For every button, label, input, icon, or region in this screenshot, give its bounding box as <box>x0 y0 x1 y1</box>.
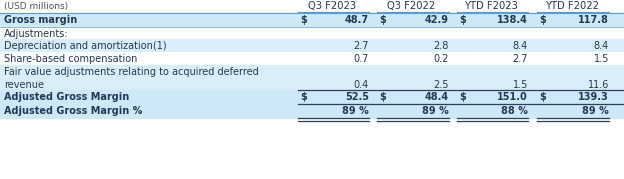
Text: 89 %: 89 % <box>342 106 369 116</box>
Bar <box>0 13 624 27</box>
Text: Gross margin: Gross margin <box>4 15 77 25</box>
Bar <box>0 52 624 65</box>
Bar <box>0 0 624 13</box>
Text: 2.5: 2.5 <box>434 79 449 90</box>
Text: $: $ <box>539 15 546 25</box>
Bar <box>0 65 624 90</box>
Text: Share-based compensation: Share-based compensation <box>4 54 137 64</box>
Text: 0.2: 0.2 <box>434 54 449 64</box>
Text: 8.4: 8.4 <box>594 41 609 51</box>
Text: 2.7: 2.7 <box>354 41 369 51</box>
Text: Q3 F2022: Q3 F2022 <box>387 1 435 11</box>
Text: 89 %: 89 % <box>422 106 449 116</box>
Bar <box>0 104 624 118</box>
Text: 88 %: 88 % <box>501 106 528 116</box>
Text: $: $ <box>459 92 466 102</box>
Text: 117.8: 117.8 <box>578 15 609 25</box>
Bar <box>0 27 624 39</box>
Text: $: $ <box>539 92 546 102</box>
Text: $: $ <box>300 15 307 25</box>
Text: 42.9: 42.9 <box>425 15 449 25</box>
Text: 48.4: 48.4 <box>425 92 449 102</box>
Text: 52.5: 52.5 <box>345 92 369 102</box>
Text: 0.4: 0.4 <box>354 79 369 90</box>
Text: 89 %: 89 % <box>582 106 609 116</box>
Text: revenue: revenue <box>4 79 44 90</box>
Text: 48.7: 48.7 <box>345 15 369 25</box>
Text: 8.4: 8.4 <box>513 41 528 51</box>
Text: Adjusted Gross Margin %: Adjusted Gross Margin % <box>4 106 142 116</box>
Bar <box>0 39 624 52</box>
Text: 138.4: 138.4 <box>497 15 528 25</box>
Text: 11.6: 11.6 <box>588 79 609 90</box>
Text: $: $ <box>300 92 307 102</box>
Text: $: $ <box>459 15 466 25</box>
Text: YTD F2022: YTD F2022 <box>545 1 599 11</box>
Text: 151.0: 151.0 <box>497 92 528 102</box>
Text: Adjustments:: Adjustments: <box>4 29 69 39</box>
Text: $: $ <box>379 15 386 25</box>
Text: 1.5: 1.5 <box>513 79 528 90</box>
Bar <box>0 90 624 104</box>
Text: (USD millions): (USD millions) <box>4 2 68 11</box>
Text: 2.7: 2.7 <box>512 54 528 64</box>
Text: Depreciation and amortization(1): Depreciation and amortization(1) <box>4 41 167 51</box>
Text: 139.3: 139.3 <box>578 92 609 102</box>
Text: $: $ <box>379 92 386 102</box>
Text: Q3 F2023: Q3 F2023 <box>308 1 356 11</box>
Text: 1.5: 1.5 <box>593 54 609 64</box>
Text: Fair value adjustments relating to acquired deferred: Fair value adjustments relating to acqui… <box>4 67 259 77</box>
Text: 0.7: 0.7 <box>354 54 369 64</box>
Text: Adjusted Gross Margin: Adjusted Gross Margin <box>4 92 129 102</box>
Text: YTD F2023: YTD F2023 <box>464 1 518 11</box>
Text: 2.8: 2.8 <box>434 41 449 51</box>
